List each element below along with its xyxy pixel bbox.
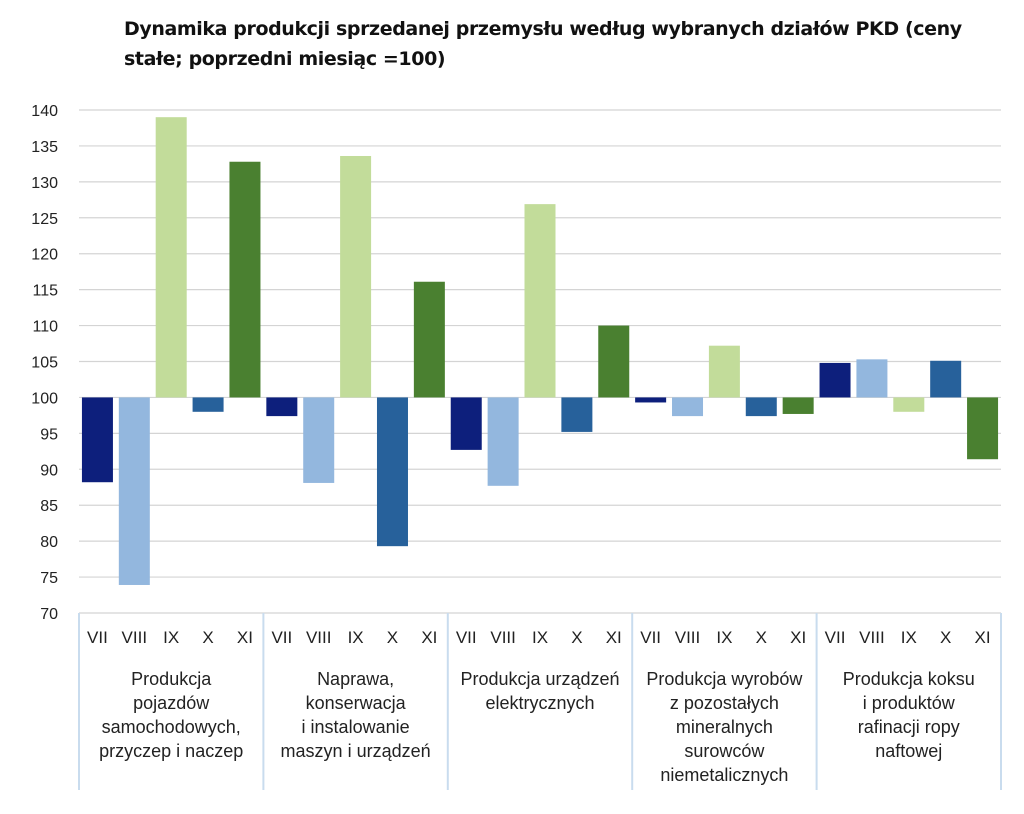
y-tick-label: 85	[40, 498, 58, 515]
month-label: X	[202, 628, 213, 647]
month-label: X	[940, 628, 951, 647]
month-label: IX	[348, 628, 364, 647]
bar-viii	[856, 359, 888, 398]
y-tick-label: 125	[31, 211, 58, 228]
bar-ix	[708, 345, 740, 398]
y-tick-label: 140	[31, 103, 58, 120]
bar-viii	[672, 397, 704, 417]
y-tick-label: 70	[40, 606, 58, 623]
month-label: XI	[237, 628, 253, 647]
month-label: IX	[532, 628, 548, 647]
group-label-line: elektrycznych	[485, 693, 595, 713]
y-tick-label: 110	[32, 319, 58, 336]
bar-ix	[155, 117, 187, 398]
grid-lines	[79, 109, 1001, 614]
month-label: VIII	[306, 628, 332, 647]
bar-ix	[340, 155, 372, 398]
category-axis: VII VIII IX X XI VII VIII IX X XI VII VIII IX X XI VII V…	[78, 613, 1002, 790]
group-label: Produkcja koksu i produktów rafinacji ropy…	[817, 667, 1001, 763]
bar-viii	[118, 397, 150, 585]
month-label: VII	[87, 628, 108, 647]
group-label-line: rafinacji ropy	[857, 717, 960, 737]
y-tick-label: 95	[40, 426, 58, 443]
bar-viii	[303, 397, 335, 483]
bar-xi	[967, 397, 999, 460]
group-label-line: Produkcja koksu	[842, 669, 975, 689]
month-label: X	[571, 628, 582, 647]
group-label: Naprawa, konserwacja i instalowanie maszyn …	[263, 667, 447, 763]
y-tick-label: 130	[31, 175, 58, 192]
group-label-line: samochodowych,	[101, 717, 241, 737]
y-tick-label: 120	[31, 247, 58, 264]
bar-vii	[635, 397, 667, 403]
bar-ix	[893, 397, 925, 412]
y-tick-label: 90	[40, 462, 58, 479]
bar-viii	[487, 397, 519, 486]
month-label: X	[756, 628, 767, 647]
bar-xi	[598, 325, 630, 398]
group-label-line: mineralnych	[675, 717, 773, 737]
y-axis-ticks: 140 135 130 125 120 115 110 105 100 95 90 85 80 75 70	[31, 103, 58, 623]
group-label-line: surowców	[684, 741, 765, 761]
group-label-line: i instalowanie	[301, 717, 410, 737]
month-label: XI	[790, 628, 806, 647]
y-tick-label: 75	[40, 570, 58, 587]
group-label-line: naftowej	[875, 741, 943, 761]
bar-xi	[229, 161, 261, 398]
group-label: Produkcja urządzeń elektrycznych	[448, 667, 632, 715]
month-label: VII	[825, 628, 846, 647]
bar-x	[930, 360, 962, 398]
y-tick-label: 100	[31, 390, 58, 407]
month-label: VII	[456, 628, 477, 647]
bars	[81, 117, 999, 585]
month-label: IX	[163, 628, 179, 647]
group-label-line: przyczep i naczep	[99, 741, 244, 761]
y-tick-label: 135	[31, 139, 58, 156]
bar-xi	[782, 397, 814, 414]
bar-vii	[81, 397, 113, 483]
month-label: VIII	[859, 628, 885, 647]
bar-x	[376, 397, 408, 547]
group-label: Produkcja wyrobów z pozostałych mineralnyc…	[632, 667, 816, 787]
group-label: Produkcja pojazdów samochodowych, przyczep …	[79, 667, 263, 763]
group-label-line: i produktów	[862, 693, 955, 713]
month-label: XI	[606, 628, 622, 647]
month-label: VIII	[675, 628, 701, 647]
y-tick-label: 80	[40, 534, 58, 551]
group-label-line: niemetalicznych	[660, 765, 789, 785]
month-label: VIII	[122, 628, 148, 647]
bar-x	[745, 397, 777, 417]
group-label-line: Produkcja wyrobów	[646, 669, 803, 689]
group-label-line: Produkcja	[131, 669, 212, 689]
month-label: XI	[975, 628, 991, 647]
bar-x	[192, 397, 224, 412]
bar-vii	[819, 362, 851, 398]
y-tick-label: 115	[32, 283, 58, 300]
month-label: VII	[640, 628, 661, 647]
bar-vii	[450, 397, 482, 450]
group-label-line: pojazdów	[133, 693, 210, 713]
group-label-line: Naprawa,	[317, 669, 395, 689]
month-label: IX	[716, 628, 732, 647]
month-label: VII	[271, 628, 292, 647]
chart-title: Dynamika produkcji sprzedanej przemysłu …	[124, 18, 962, 70]
bar-vii	[266, 397, 298, 417]
bar-ix	[524, 204, 556, 398]
group-label-line: maszyn i urządzeń	[280, 741, 431, 761]
group-label-line: z pozostałych	[669, 693, 779, 713]
month-label: IX	[901, 628, 917, 647]
bar-xi	[413, 281, 445, 398]
y-tick-label: 105	[31, 355, 58, 372]
bar-x	[561, 397, 593, 432]
group-label-line: konserwacja	[305, 693, 406, 713]
group-label-line: Produkcja urządzeń	[460, 669, 620, 689]
month-label: XI	[421, 628, 437, 647]
month-label: X	[387, 628, 398, 647]
month-label: VIII	[490, 628, 516, 647]
